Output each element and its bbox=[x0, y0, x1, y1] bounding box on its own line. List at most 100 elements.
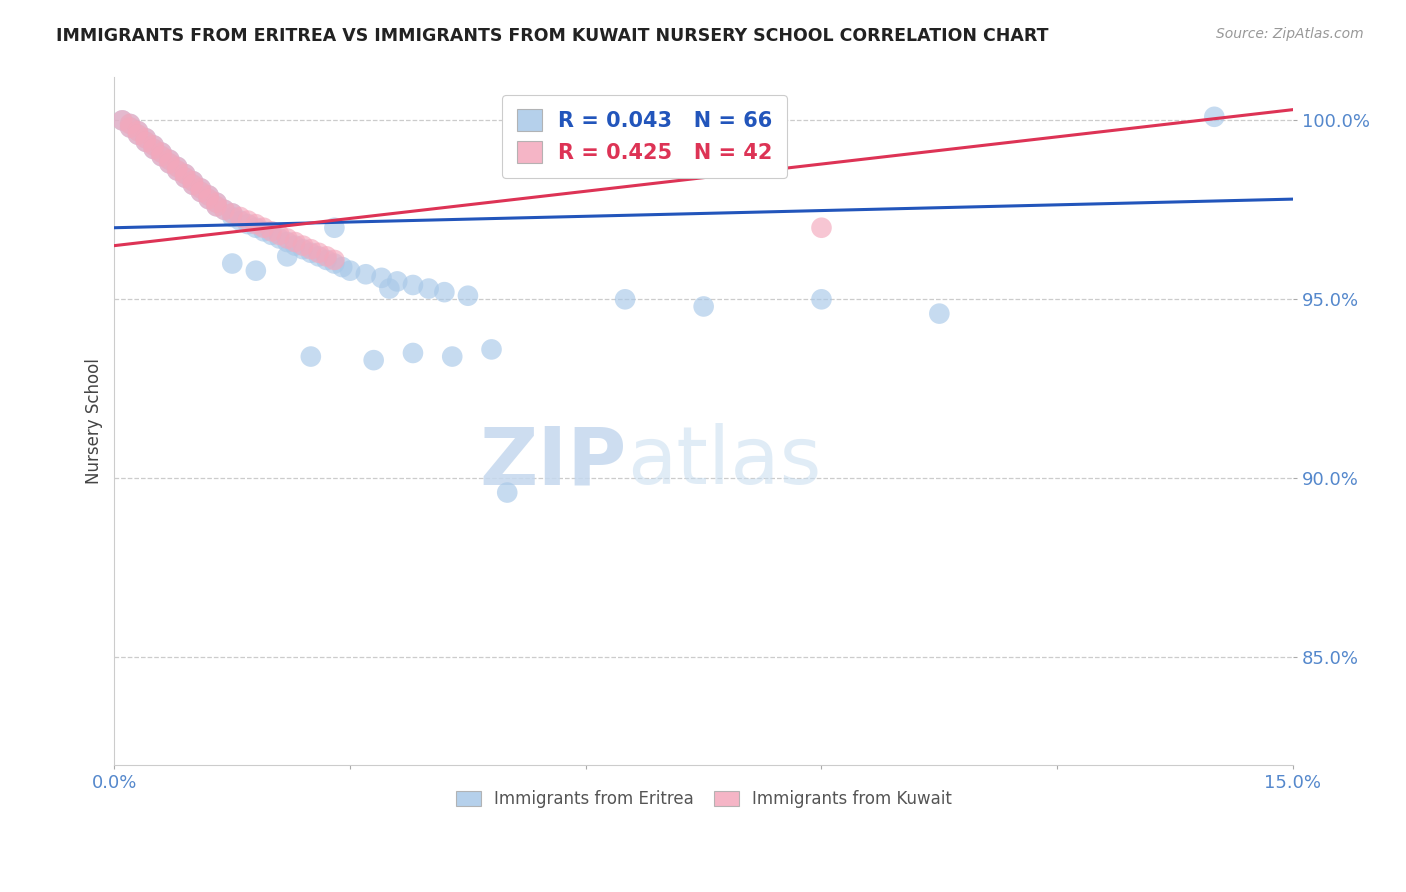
Point bbox=[214, 202, 236, 217]
Point bbox=[135, 135, 157, 149]
Point bbox=[157, 156, 180, 170]
Point bbox=[127, 124, 149, 138]
Point bbox=[810, 220, 832, 235]
Point bbox=[157, 153, 180, 167]
Point bbox=[245, 220, 267, 235]
Point bbox=[157, 156, 180, 170]
Point bbox=[166, 160, 188, 174]
Point bbox=[181, 174, 204, 188]
Point bbox=[197, 188, 219, 202]
Point bbox=[260, 227, 283, 242]
Point bbox=[284, 235, 307, 249]
Point bbox=[229, 210, 252, 224]
Point bbox=[142, 138, 165, 153]
Text: ZIP: ZIP bbox=[479, 423, 627, 501]
Point bbox=[120, 120, 142, 135]
Point bbox=[370, 270, 392, 285]
Point bbox=[323, 256, 346, 270]
Point bbox=[190, 181, 212, 195]
Point bbox=[269, 231, 291, 245]
Point bbox=[142, 142, 165, 156]
Point bbox=[692, 300, 714, 314]
Point bbox=[245, 217, 267, 231]
Point bbox=[614, 110, 637, 124]
Point bbox=[276, 235, 298, 249]
Point bbox=[150, 145, 173, 160]
Legend: Immigrants from Eritrea, Immigrants from Kuwait: Immigrants from Eritrea, Immigrants from… bbox=[449, 783, 959, 814]
Point bbox=[197, 192, 219, 206]
Point bbox=[174, 170, 197, 185]
Point bbox=[150, 149, 173, 163]
Point bbox=[299, 245, 322, 260]
Point bbox=[315, 249, 337, 263]
Point bbox=[299, 242, 322, 256]
Point bbox=[181, 178, 204, 192]
Point bbox=[205, 199, 228, 213]
Point bbox=[120, 117, 142, 131]
Point bbox=[339, 263, 361, 277]
Point bbox=[481, 343, 503, 357]
Point bbox=[190, 185, 212, 199]
Point bbox=[214, 202, 236, 217]
Point bbox=[150, 145, 173, 160]
Point bbox=[120, 120, 142, 135]
Text: IMMIGRANTS FROM ERITREA VS IMMIGRANTS FROM KUWAIT NURSERY SCHOOL CORRELATION CHA: IMMIGRANTS FROM ERITREA VS IMMIGRANTS FR… bbox=[56, 27, 1049, 45]
Y-axis label: Nursery School: Nursery School bbox=[86, 358, 103, 484]
Point bbox=[166, 160, 188, 174]
Point bbox=[111, 113, 134, 128]
Point bbox=[190, 181, 212, 195]
Point bbox=[181, 174, 204, 188]
Point bbox=[135, 131, 157, 145]
Point bbox=[205, 195, 228, 210]
Point bbox=[236, 213, 259, 227]
Point bbox=[260, 224, 283, 238]
Point bbox=[323, 252, 346, 267]
Point bbox=[378, 282, 401, 296]
Point bbox=[457, 289, 479, 303]
Point bbox=[928, 307, 950, 321]
Point bbox=[330, 260, 353, 274]
Point bbox=[291, 242, 314, 256]
Point bbox=[308, 249, 330, 263]
Point bbox=[221, 210, 243, 224]
Point bbox=[354, 267, 377, 281]
Point bbox=[221, 256, 243, 270]
Point bbox=[174, 170, 197, 185]
Point bbox=[236, 217, 259, 231]
Point bbox=[269, 227, 291, 242]
Point bbox=[614, 293, 637, 307]
Point bbox=[142, 138, 165, 153]
Point bbox=[181, 178, 204, 192]
Point bbox=[402, 277, 425, 292]
Point bbox=[253, 224, 276, 238]
Point bbox=[418, 282, 440, 296]
Point bbox=[315, 252, 337, 267]
Point bbox=[245, 263, 267, 277]
Point bbox=[190, 185, 212, 199]
Point bbox=[135, 135, 157, 149]
Point bbox=[291, 238, 314, 252]
Point bbox=[142, 142, 165, 156]
Point bbox=[127, 128, 149, 142]
Point bbox=[174, 167, 197, 181]
Point bbox=[299, 350, 322, 364]
Point bbox=[197, 188, 219, 202]
Point bbox=[276, 249, 298, 263]
Text: atlas: atlas bbox=[627, 423, 821, 501]
Point bbox=[127, 128, 149, 142]
Point bbox=[387, 274, 409, 288]
Point bbox=[120, 117, 142, 131]
Point bbox=[1204, 110, 1226, 124]
Point bbox=[205, 195, 228, 210]
Point bbox=[810, 293, 832, 307]
Point bbox=[402, 346, 425, 360]
Point bbox=[197, 192, 219, 206]
Point bbox=[363, 353, 385, 368]
Point bbox=[157, 153, 180, 167]
Point bbox=[205, 199, 228, 213]
Point bbox=[127, 124, 149, 138]
Point bbox=[253, 220, 276, 235]
Point bbox=[323, 220, 346, 235]
Text: Source: ZipAtlas.com: Source: ZipAtlas.com bbox=[1216, 27, 1364, 41]
Point bbox=[166, 163, 188, 178]
